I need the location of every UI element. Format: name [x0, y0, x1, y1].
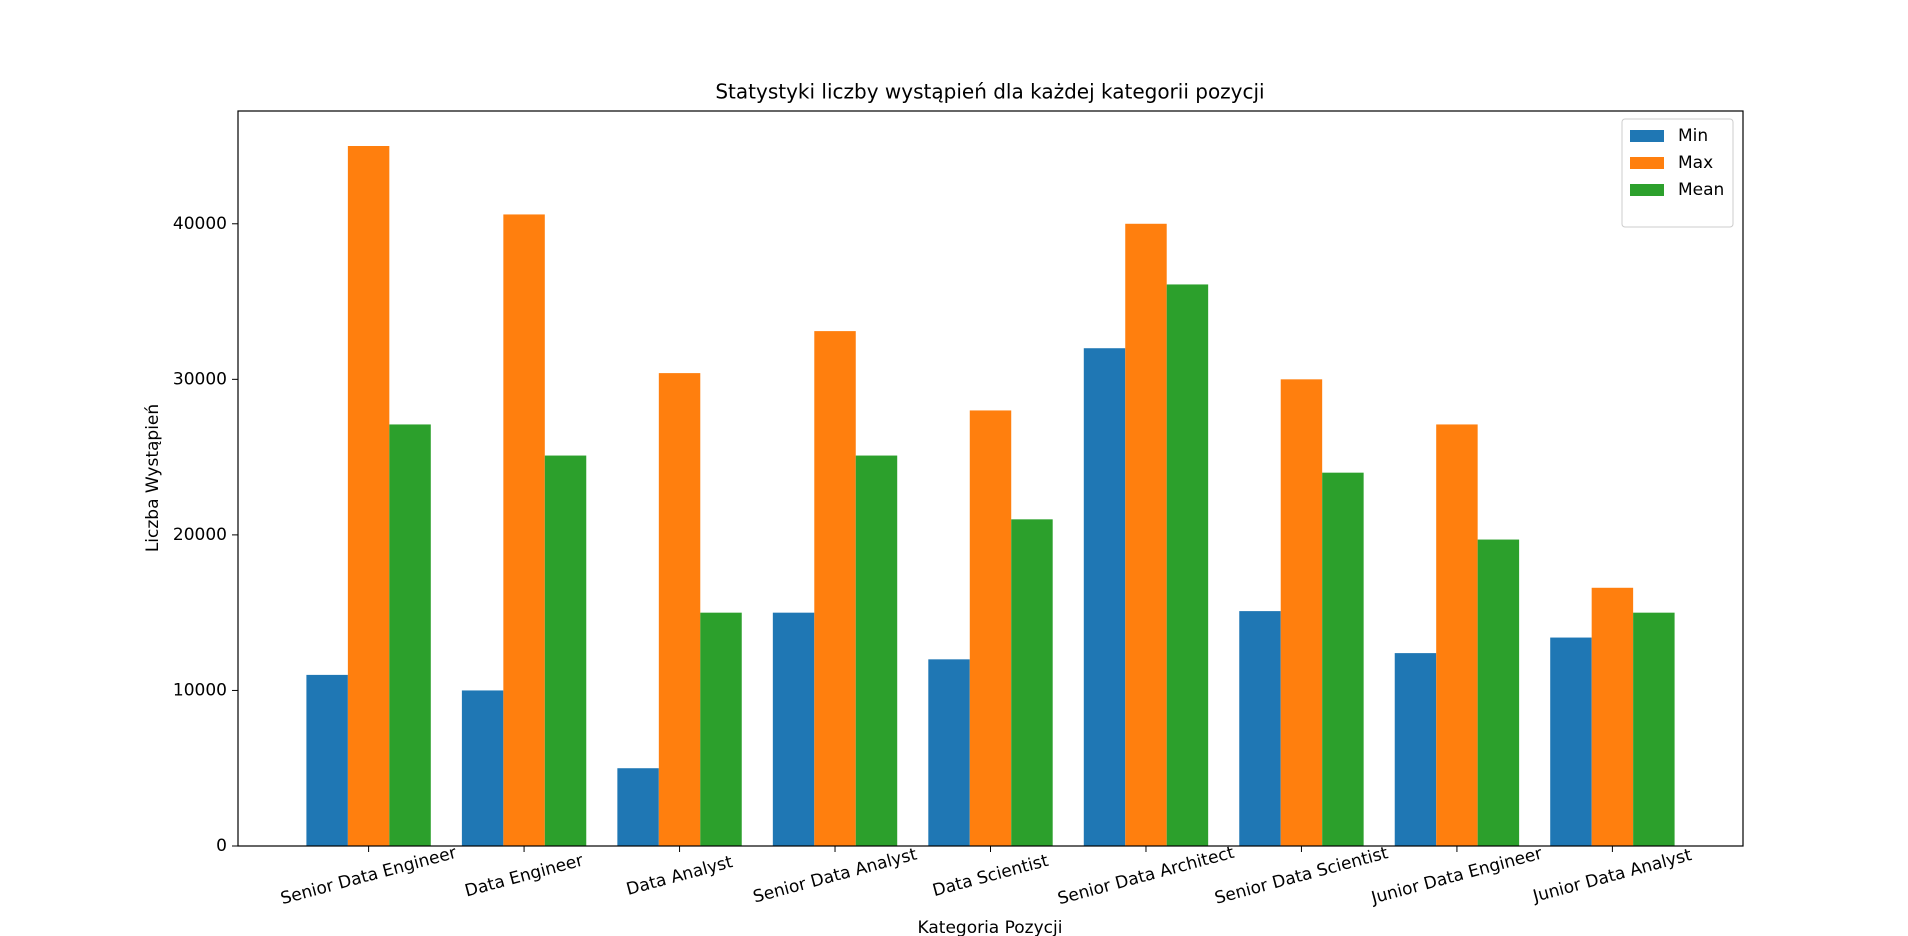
- bar: [1166, 284, 1209, 846]
- x-tick-label: Junior Data Engineer: [1368, 844, 1544, 909]
- bar: [969, 410, 1012, 846]
- bar: [928, 659, 970, 846]
- y-tick-label: 10000: [173, 680, 227, 700]
- bar: [1633, 612, 1675, 846]
- bar: [772, 612, 815, 846]
- plot-frame: [237, 110, 1744, 847]
- x-tick-label: Data Scientist: [930, 851, 1050, 901]
- bar: [855, 455, 898, 846]
- bar: [1083, 348, 1126, 846]
- y-tick-label: 30000: [173, 369, 227, 389]
- legend-swatch: [1630, 184, 1664, 196]
- x-tick-label: Data Engineer: [463, 851, 586, 902]
- x-tick-label: Senior Data Analyst: [751, 844, 919, 907]
- bar: [1550, 637, 1592, 846]
- x-tick-label: Junior Data Analyst: [1530, 845, 1694, 907]
- bar: [306, 674, 348, 846]
- bar: [1591, 587, 1634, 846]
- bar: [658, 373, 701, 846]
- bar: [700, 612, 742, 846]
- chart-title: Statystyki liczby wystąpień dla każdej k…: [715, 80, 1264, 104]
- legend-label: Min: [1678, 126, 1708, 146]
- bar: [1239, 611, 1281, 846]
- bar: [503, 214, 545, 846]
- bar: [347, 146, 390, 846]
- y-tick-label: 0: [216, 836, 227, 856]
- y-tick-label: 20000: [173, 525, 227, 545]
- legend-label: Max: [1678, 153, 1713, 173]
- bar: [1125, 223, 1167, 846]
- y-axis-label: Liczba Wystąpień: [143, 404, 163, 552]
- bar: [1280, 379, 1323, 846]
- bar: [461, 690, 504, 846]
- x-axis-label: Kategoria Pozycji: [918, 918, 1063, 936]
- bar: [544, 455, 587, 846]
- bar: [1011, 519, 1053, 846]
- bar: [1477, 539, 1520, 846]
- bar: [1436, 424, 1478, 846]
- bar: [814, 331, 856, 847]
- bar: [389, 424, 431, 846]
- x-tick-label: Data Analyst: [624, 852, 735, 900]
- legend-swatch: [1630, 157, 1664, 169]
- x-tick-label: Senior Data Scientist: [1213, 843, 1391, 909]
- bar: [1394, 653, 1437, 846]
- x-tick-label: Senior Data Architect: [1056, 843, 1237, 909]
- x-tick-label: Senior Data Engineer: [278, 843, 458, 909]
- bar: [1322, 472, 1364, 846]
- legend-box: [1621, 118, 1734, 228]
- legend-swatch: [1630, 130, 1664, 142]
- bar: [617, 768, 659, 846]
- y-tick-label: 40000: [173, 214, 227, 234]
- legend-label: Mean: [1678, 180, 1724, 200]
